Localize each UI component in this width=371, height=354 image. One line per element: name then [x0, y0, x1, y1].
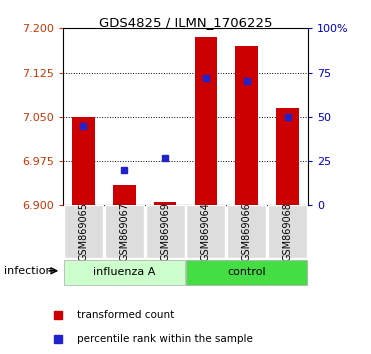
- Bar: [105, 205, 144, 258]
- Text: GSM869065: GSM869065: [79, 202, 88, 261]
- Text: infection: infection: [4, 266, 52, 276]
- Bar: [227, 205, 266, 258]
- Text: influenza A: influenza A: [93, 267, 155, 277]
- Bar: [72, 117, 95, 205]
- Bar: [268, 205, 307, 258]
- Text: control: control: [227, 267, 266, 277]
- Text: transformed count: transformed count: [77, 310, 174, 320]
- Bar: [236, 46, 258, 205]
- Bar: [154, 202, 176, 205]
- Bar: [195, 37, 217, 205]
- Bar: [113, 185, 135, 205]
- Text: GSM869064: GSM869064: [201, 202, 211, 261]
- Bar: [276, 108, 299, 205]
- Text: GSM869066: GSM869066: [242, 202, 252, 261]
- Bar: [64, 205, 103, 258]
- Bar: [64, 260, 185, 285]
- Text: percentile rank within the sample: percentile rank within the sample: [77, 334, 253, 344]
- Bar: [145, 205, 185, 258]
- Text: GDS4825 / ILMN_1706225: GDS4825 / ILMN_1706225: [99, 16, 272, 29]
- Text: GSM869067: GSM869067: [119, 202, 129, 261]
- Text: GSM869068: GSM869068: [283, 202, 292, 261]
- Bar: [186, 260, 307, 285]
- Text: GSM869069: GSM869069: [160, 202, 170, 261]
- Bar: [186, 205, 226, 258]
